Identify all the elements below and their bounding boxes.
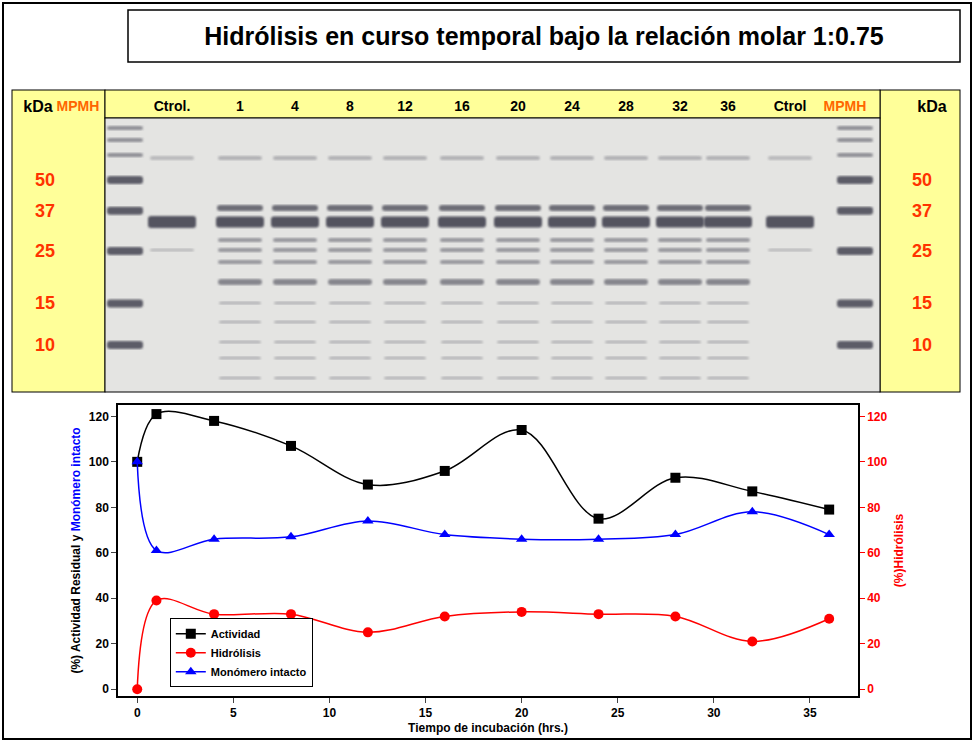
svg-text:5: 5 [230,706,237,720]
svg-text:37: 37 [912,201,932,221]
svg-text:20: 20 [867,637,881,651]
svg-text:Monómero intacto: Monómero intacto [211,666,307,678]
svg-text:kDa: kDa [23,98,52,115]
svg-text:37: 37 [35,201,55,221]
svg-text:36: 36 [720,98,736,114]
svg-text:80: 80 [95,501,109,515]
svg-text:35: 35 [803,706,817,720]
svg-text:8: 8 [346,98,354,114]
svg-text:(%) Actividad Residual y Monóm: (%) Actividad Residual y Monómero intact… [69,427,83,673]
svg-text:20: 20 [95,637,109,651]
svg-text:15: 15 [419,706,433,720]
svg-text:28: 28 [618,98,634,114]
svg-text:20: 20 [510,98,526,114]
svg-text:10: 10 [323,706,337,720]
svg-text:Ctrol.: Ctrol. [154,98,191,114]
svg-text:25: 25 [611,706,625,720]
svg-text:16: 16 [454,98,470,114]
svg-text:32: 32 [672,98,688,114]
svg-text:30: 30 [707,706,721,720]
svg-text:80: 80 [867,501,881,515]
svg-text:20: 20 [515,706,529,720]
svg-text:0: 0 [134,706,141,720]
svg-text:(%)Hidrólisis: (%)Hidrólisis [892,514,906,588]
svg-text:60: 60 [95,546,109,560]
svg-text:MPMH: MPMH [824,98,867,114]
svg-text:0: 0 [867,682,874,696]
svg-text:15: 15 [912,293,932,313]
svg-text:60: 60 [867,546,881,560]
svg-text:Ctrol: Ctrol [774,98,807,114]
svg-text:100: 100 [867,455,887,469]
svg-text:4: 4 [291,98,299,114]
svg-text:Hidrólisis en curso temporal b: Hidrólisis en curso temporal bajo la rel… [204,22,883,50]
svg-text:50: 50 [912,170,932,190]
svg-text:120: 120 [867,410,887,424]
svg-text:40: 40 [867,591,881,605]
svg-text:Hidrólisis: Hidrólisis [211,647,261,659]
svg-text:50: 50 [35,170,55,190]
svg-text:100: 100 [89,455,109,469]
svg-text:MPMH: MPMH [57,98,100,114]
svg-text:0: 0 [102,682,109,696]
svg-text:kDa: kDa [917,98,946,115]
svg-text:Actividad: Actividad [211,628,261,640]
svg-text:1: 1 [236,98,244,114]
svg-text:40: 40 [95,591,109,605]
svg-text:Tiempo de incubación (hrs.): Tiempo de incubación (hrs.) [408,721,568,735]
svg-text:15: 15 [35,293,55,313]
svg-text:120: 120 [89,410,109,424]
svg-text:12: 12 [397,98,413,114]
svg-text:10: 10 [912,335,932,355]
svg-text:10: 10 [35,335,55,355]
svg-text:25: 25 [35,241,55,261]
svg-text:24: 24 [564,98,580,114]
svg-text:25: 25 [912,241,932,261]
